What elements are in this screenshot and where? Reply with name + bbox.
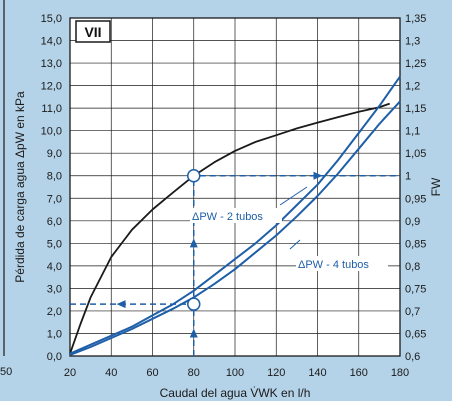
y2-axis-label: FW <box>429 177 443 196</box>
example-markers <box>187 168 201 311</box>
x-tick-label: 80 <box>188 367 200 379</box>
x-tick-label: 100 <box>226 367 244 379</box>
y-tick-label: 14,0 <box>41 36 62 48</box>
y2-tick-label: 0,7 <box>405 306 420 318</box>
y-tick-label: 9,0 <box>47 148 62 160</box>
panel-label-box <box>75 20 111 43</box>
panel-label: VII <box>84 24 101 40</box>
series-label-2-tubos: ΔPW - 2 tubos <box>192 211 263 223</box>
label-4-tubos-bg <box>296 256 388 271</box>
y2-tick-label: 0,9 <box>405 216 420 228</box>
y-tick-label: 11,0 <box>41 103 62 115</box>
plot-frame <box>69 17 401 357</box>
x-tick-label: 60 <box>146 367 158 379</box>
arrow-up-icon <box>189 238 198 248</box>
x-axis-label: Caudal del agua V̇WK en l/h <box>160 386 311 400</box>
y2-ticks: 0,6 0,65 0,7 0,75 0,8 0,85 0,9 0,95 1 1,05 1,1 1,15… <box>405 13 426 363</box>
label-2-tubos-leader <box>279 186 308 206</box>
arrow-left-icon <box>116 300 126 309</box>
y2-tick-label: 0,6 <box>405 351 420 363</box>
x-ticks: 20 40 60 80 100 120 140 160 180 <box>64 367 409 379</box>
y-tick-label: 5,0 <box>47 238 62 250</box>
y-tick-label: 4,0 <box>47 261 62 273</box>
y2-tick-label: 1,3 <box>405 36 420 48</box>
y-tick-label: 10,0 <box>41 126 62 138</box>
x-tick-label: 160 <box>350 367 368 379</box>
y2-tick-label: 0,65 <box>405 328 426 340</box>
x-tick-label: 40 <box>105 367 117 379</box>
y2-tick-label: 1,15 <box>405 103 426 115</box>
series-line-two_tubes <box>69 76 401 355</box>
label-4-tubos-leader <box>289 239 301 250</box>
y2-tick-label: 1,2 <box>405 81 420 93</box>
y2-tick-label: 1,25 <box>405 58 426 70</box>
x-tick-label: 120 <box>267 367 285 379</box>
y-tick-label: 6,0 <box>47 216 62 228</box>
y-tick-label: 0,0 <box>47 351 62 363</box>
series-line-fw <box>69 102 390 354</box>
y-tick-label: 7,0 <box>47 193 62 205</box>
example-marker-dp <box>187 297 201 311</box>
y2-tick-label: 1,35 <box>405 13 426 25</box>
arrow-right-icon <box>313 171 323 180</box>
y2-tick-label: 1 <box>405 171 411 183</box>
y2-tick-label: 0,95 <box>405 193 426 205</box>
y-tick-label: 1,0 <box>47 328 62 340</box>
y-tick-label: 13,0 <box>41 58 62 70</box>
y2-tick-label: 0,75 <box>405 283 426 295</box>
y2-tick-label: 1,1 <box>405 126 420 138</box>
series-label-4-tubos: ΔPW - 4 tubos <box>298 259 369 271</box>
x-tick-label: 180 <box>391 367 409 379</box>
y2-tick-label: 1,05 <box>405 148 426 160</box>
arrow-up-icon <box>189 328 198 338</box>
y-tick-label: 15,0 <box>41 13 62 25</box>
x-tick-label: 140 <box>308 367 326 379</box>
example-marker-fw <box>187 168 201 183</box>
y-tick-label: 12,0 <box>41 81 62 93</box>
y-tick-label: 2,0 <box>47 306 62 318</box>
y2-tick-label: 0,8 <box>405 261 420 273</box>
y-tick-label: 8,0 <box>47 171 62 183</box>
y-ticks: 0,0 1,0 2,0 3,0 4,0 5,0 6,0 7,0 8,0 9,0 10,0 11,0 12… <box>41 13 62 363</box>
series-line-four_tubes <box>69 100 401 356</box>
series-lines <box>69 76 401 356</box>
y2-tick-label: 0,85 <box>405 238 426 250</box>
label-2-tubos-bg <box>190 208 282 223</box>
x-tick-label: 20 <box>64 367 76 379</box>
left-partial-tick: 50 <box>0 366 12 378</box>
y-tick-label: 3,0 <box>47 283 62 295</box>
y-axis-label: Pérdida de carga agua ΔpW en kPa <box>13 91 27 283</box>
